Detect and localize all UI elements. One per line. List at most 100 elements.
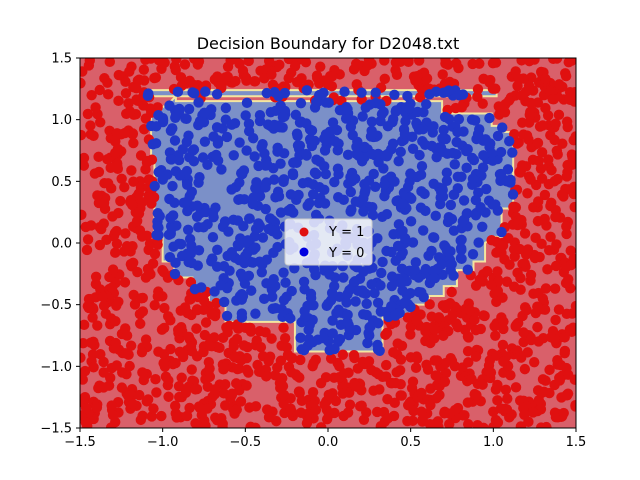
data-point-y0	[467, 173, 479, 184]
data-point-y0	[198, 222, 209, 233]
data-point-y0	[210, 202, 221, 213]
data-point-y1	[540, 73, 551, 85]
data-point-y1	[349, 380, 361, 391]
data-point-y0	[369, 287, 380, 299]
data-point-y1	[113, 69, 124, 81]
data-point-y1	[556, 189, 568, 200]
y-tick-label: 0.0	[51, 237, 72, 252]
data-point-y0	[309, 167, 321, 178]
data-point-y0	[193, 97, 204, 108]
data-point-y0	[507, 189, 519, 200]
data-point-y1	[396, 390, 407, 401]
data-point-y0	[194, 171, 205, 183]
data-point-y1	[84, 58, 96, 66]
data-point-y1	[136, 293, 147, 304]
data-point-y0	[163, 229, 175, 240]
data-point-y1	[241, 75, 252, 86]
data-point-y1	[516, 214, 527, 226]
data-point-y0	[495, 146, 507, 158]
data-point-y0	[334, 333, 346, 345]
data-point-y1	[533, 155, 544, 167]
data-point-y1	[529, 357, 540, 368]
data-point-y1	[283, 72, 294, 84]
data-point-y1	[492, 417, 504, 428]
data-point-y0	[221, 310, 233, 322]
data-point-y1	[249, 76, 260, 87]
data-point-y0	[445, 199, 457, 211]
data-point-y1	[532, 321, 543, 333]
data-point-y1	[366, 364, 377, 376]
data-point-y1	[113, 95, 124, 107]
data-point-y1	[541, 421, 552, 428]
data-point-y0	[472, 128, 484, 140]
data-point-y0	[169, 135, 181, 146]
data-point-y1	[525, 174, 536, 185]
data-point-y1	[421, 359, 432, 370]
data-point-y1	[219, 362, 230, 373]
data-point-y1	[491, 247, 502, 258]
data-point-y0	[373, 318, 384, 329]
data-point-y0	[286, 285, 297, 297]
data-point-y0	[470, 210, 482, 221]
data-point-y1	[136, 231, 148, 242]
data-point-y0	[405, 168, 416, 179]
data-point-y1	[120, 88, 132, 99]
data-point-y0	[237, 290, 249, 302]
data-point-y0	[414, 149, 425, 161]
data-point-y0	[367, 209, 379, 221]
data-point-y0	[461, 162, 472, 174]
data-point-y1	[546, 197, 557, 209]
data-point-y1	[325, 353, 337, 364]
data-point-y0	[307, 189, 319, 200]
data-point-y1	[525, 269, 537, 281]
data-point-y1	[100, 308, 112, 319]
data-point-y1	[515, 272, 526, 284]
data-point-y0	[207, 232, 219, 243]
data-point-y1	[107, 264, 119, 275]
data-point-y1	[545, 231, 556, 243]
data-point-y1	[477, 379, 488, 390]
data-point-y1	[433, 312, 445, 323]
data-point-y1	[92, 320, 103, 331]
data-point-y1	[87, 312, 98, 323]
data-point-y1	[485, 74, 496, 86]
data-point-y0	[473, 237, 484, 248]
data-point-y0	[446, 213, 458, 225]
data-point-y0	[361, 298, 372, 309]
data-point-y1	[296, 395, 308, 407]
data-point-y0	[237, 168, 248, 180]
data-point-y1	[382, 413, 394, 424]
data-point-y0	[153, 222, 164, 233]
data-point-y1	[165, 343, 176, 355]
data-point-y0	[505, 177, 516, 188]
data-point-y0	[399, 297, 410, 309]
data-point-y1	[561, 221, 572, 232]
data-point-y1	[351, 79, 362, 90]
data-point-y1	[86, 89, 97, 101]
data-point-y0	[183, 130, 194, 141]
data-point-y1	[209, 384, 221, 395]
data-point-y0	[345, 186, 357, 198]
data-point-y1	[255, 342, 267, 353]
data-point-y1	[295, 354, 306, 366]
data-point-y1	[538, 332, 549, 344]
data-point-y0	[455, 253, 467, 264]
data-point-y0	[296, 344, 308, 355]
data-point-y0	[200, 86, 211, 97]
data-point-y0	[332, 145, 343, 156]
data-point-y0	[187, 87, 198, 98]
data-point-y1	[485, 367, 497, 378]
data-point-y1	[153, 346, 164, 357]
data-point-y0	[397, 198, 408, 209]
data-point-y1	[535, 163, 547, 174]
data-point-y1	[112, 143, 124, 155]
data-point-y0	[466, 114, 478, 125]
data-point-y1	[522, 244, 534, 255]
data-point-y0	[273, 120, 284, 131]
data-point-y1	[391, 367, 402, 378]
data-point-y1	[110, 337, 122, 349]
data-point-y1	[261, 404, 273, 415]
data-point-y0	[228, 150, 239, 161]
data-point-y0	[309, 135, 320, 147]
data-point-y1	[532, 215, 544, 227]
